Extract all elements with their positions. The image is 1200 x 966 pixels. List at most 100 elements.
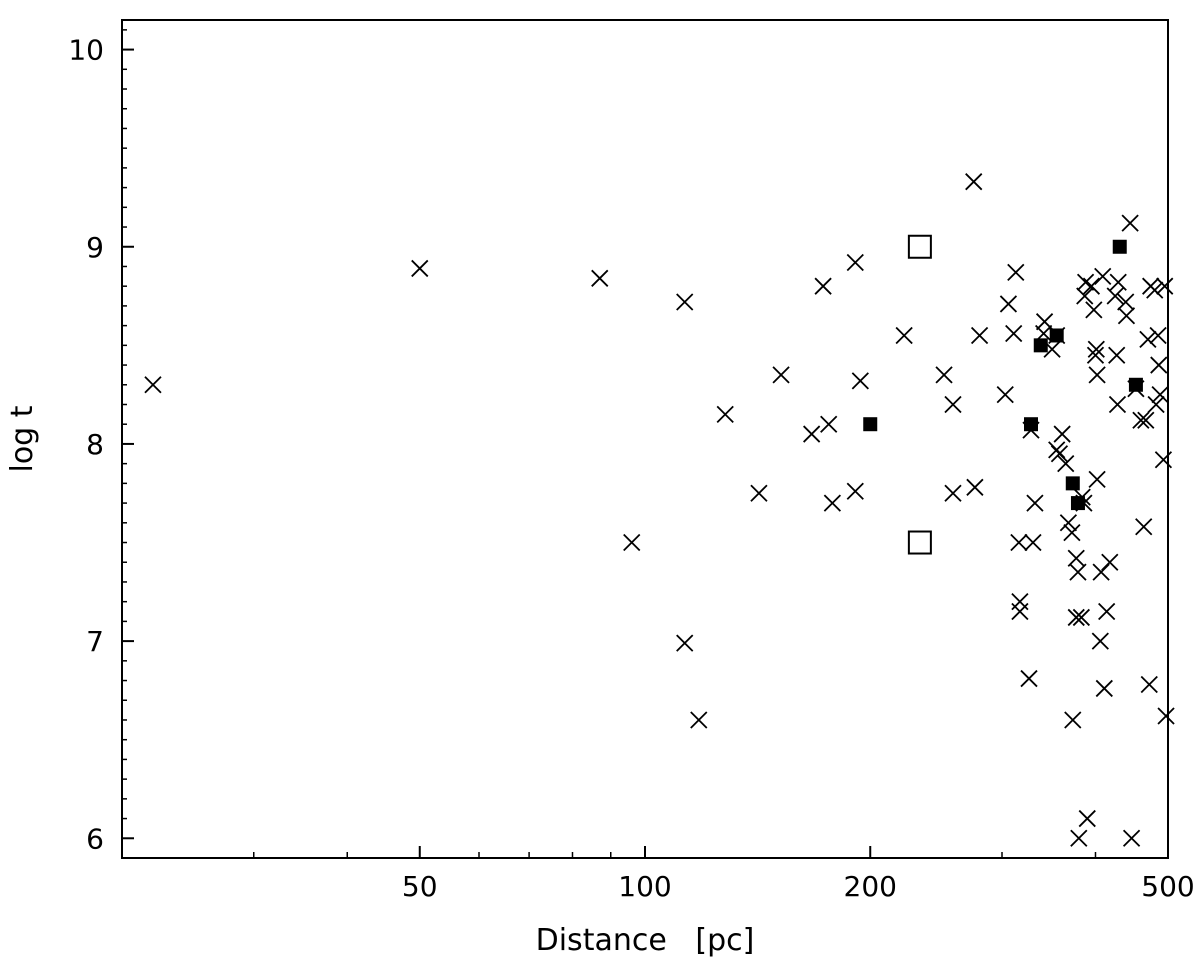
cross-point <box>1059 514 1078 532</box>
x-tick-label: 50 <box>402 870 438 903</box>
cross-point <box>1101 553 1119 571</box>
cross-point <box>1157 707 1175 725</box>
cross-point <box>1064 711 1082 729</box>
cross-point <box>1086 346 1105 364</box>
cross-point <box>1139 330 1157 349</box>
open-square-point <box>907 234 932 259</box>
cross-point <box>676 293 694 311</box>
cross-point <box>1122 829 1141 847</box>
cross-point <box>1091 632 1109 650</box>
cross-point <box>1078 809 1096 828</box>
filled-square-point <box>1033 338 1048 353</box>
cross-point <box>820 415 838 433</box>
x-tick-label: 100 <box>618 870 671 903</box>
cross-point <box>1070 829 1088 847</box>
cross-point <box>1088 366 1106 384</box>
y-tick-label: 7 <box>86 625 104 658</box>
cross-point <box>1010 533 1028 552</box>
cross-point <box>1085 301 1103 319</box>
cross-point <box>1076 273 1095 291</box>
cross-point <box>966 478 984 496</box>
cross-point <box>1067 608 1085 627</box>
cross-point <box>1035 313 1054 331</box>
filled-square-point <box>1128 377 1143 392</box>
cross-point <box>1050 445 1069 463</box>
cross-point <box>1082 277 1101 295</box>
cross-point <box>814 277 832 295</box>
cross-point <box>1137 411 1155 429</box>
cross-point <box>1121 214 1139 232</box>
cross-point <box>1053 425 1071 443</box>
cross-point <box>1072 608 1091 627</box>
cross-point <box>1108 395 1127 414</box>
filled-square-point <box>1112 239 1127 254</box>
cross-point <box>823 494 842 512</box>
open-square-point <box>907 530 932 555</box>
cross-point <box>411 259 429 278</box>
cross-point <box>1076 287 1094 305</box>
cross-point <box>1150 356 1168 374</box>
cross-point <box>1026 494 1044 512</box>
filled-square-point <box>1070 496 1085 511</box>
plot-frame <box>121 19 1169 859</box>
cross-point <box>623 533 641 552</box>
y-tick-label: 6 <box>86 822 104 855</box>
y-tick-label: 9 <box>86 231 104 264</box>
cross-point <box>1154 451 1173 469</box>
cross-point <box>1011 602 1029 621</box>
cross-point <box>676 634 694 652</box>
cross-point <box>591 269 609 287</box>
cross-point <box>999 295 1018 313</box>
cross-point <box>1024 533 1042 552</box>
cross-point <box>716 405 734 423</box>
cross-point <box>965 173 983 191</box>
filled-square-point <box>1023 417 1038 432</box>
cross-point <box>803 425 821 443</box>
cross-point <box>1109 273 1127 291</box>
cross-point <box>1020 669 1038 688</box>
cross-point <box>851 372 869 390</box>
filled-square-point <box>863 417 878 432</box>
cross-point <box>846 253 864 272</box>
cross-point <box>1095 679 1113 698</box>
cross-point <box>996 385 1014 404</box>
cross-point <box>1098 602 1116 621</box>
cross-point <box>1147 395 1165 414</box>
x-axis-title: Distance [pc] <box>536 923 755 958</box>
filled-square-point <box>1049 328 1064 343</box>
cross-point <box>1151 385 1169 404</box>
cross-point <box>1132 411 1150 429</box>
x-tick-label: 500 <box>1141 870 1194 903</box>
cross-point <box>944 395 962 414</box>
y-tick-label: 10 <box>68 34 104 67</box>
y-tick-label: 8 <box>86 428 104 461</box>
cross-point <box>846 482 864 500</box>
cross-point <box>1067 549 1085 567</box>
cross-point <box>1117 307 1136 325</box>
cross-point <box>1108 346 1126 364</box>
cross-point <box>144 376 162 394</box>
cross-point <box>1069 563 1087 581</box>
cross-point <box>750 484 768 502</box>
cross-point <box>1005 324 1023 343</box>
cross-point <box>1057 455 1075 473</box>
cross-point <box>1087 340 1105 358</box>
cross-point <box>1106 287 1124 305</box>
y-axis-title: log t <box>5 405 40 472</box>
cross-point <box>1088 470 1106 489</box>
cross-point <box>1146 281 1164 299</box>
cross-point <box>1140 675 1158 694</box>
cross-point <box>1149 326 1167 345</box>
cross-point <box>1063 524 1081 542</box>
cross-point <box>772 366 790 384</box>
cross-point <box>1007 263 1025 282</box>
x-tick-label: 200 <box>844 870 897 903</box>
cross-point <box>1011 593 1029 611</box>
filled-square-point <box>1065 476 1080 491</box>
cross-point <box>970 326 989 345</box>
data-points <box>144 173 1175 847</box>
cross-point <box>1094 267 1112 285</box>
cross-point <box>1156 277 1174 295</box>
axis-tick-labels: 6 7 8 9 10 50 100 200 500 <box>68 34 1194 903</box>
